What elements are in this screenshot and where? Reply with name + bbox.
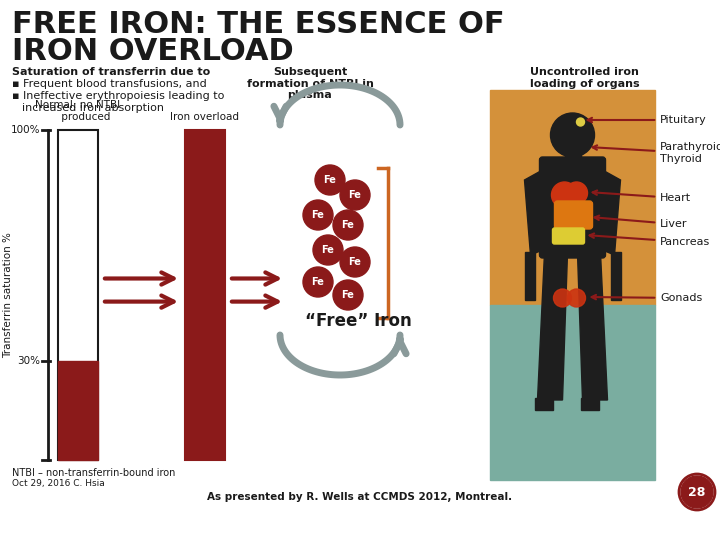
Circle shape	[333, 210, 363, 240]
Text: Subsequent
formation of NTBI in
plasma: Subsequent formation of NTBI in plasma	[246, 67, 374, 100]
Text: Iron overload: Iron overload	[171, 112, 240, 122]
Text: Gonads: Gonads	[592, 293, 702, 303]
Circle shape	[565, 182, 588, 204]
Text: Uncontrolled iron
loading of organs: Uncontrolled iron loading of organs	[530, 67, 639, 89]
Circle shape	[315, 165, 345, 195]
Bar	[580, 398, 598, 410]
Circle shape	[681, 476, 713, 508]
Polygon shape	[538, 253, 567, 400]
Circle shape	[340, 180, 370, 210]
Text: FREE IRON: THE ESSENCE OF: FREE IRON: THE ESSENCE OF	[12, 10, 505, 39]
Text: Fe: Fe	[323, 175, 336, 185]
Circle shape	[340, 247, 370, 277]
Bar	[490, 90, 655, 305]
Text: Fe: Fe	[312, 277, 325, 287]
Circle shape	[554, 289, 572, 307]
Text: Saturation of transferrin due to: Saturation of transferrin due to	[12, 67, 210, 77]
Text: Fe: Fe	[341, 220, 354, 230]
Text: Normal: no NTBI
     produced: Normal: no NTBI produced	[35, 100, 120, 122]
Circle shape	[551, 113, 595, 157]
Text: Fe: Fe	[341, 290, 354, 300]
Circle shape	[567, 289, 585, 307]
Text: “Free” Iron: “Free” Iron	[305, 312, 412, 330]
Polygon shape	[603, 170, 621, 255]
Text: Pituitary: Pituitary	[588, 115, 707, 125]
Text: 100%: 100%	[11, 125, 40, 135]
Text: ▪ Ineffective erythropoiesis leading to: ▪ Ineffective erythropoiesis leading to	[12, 91, 225, 101]
Text: As presented by R. Wells at CCMDS 2012, Montreal.: As presented by R. Wells at CCMDS 2012, …	[207, 492, 513, 502]
Text: Fe: Fe	[322, 245, 334, 255]
Text: IRON OVERLOAD: IRON OVERLOAD	[12, 37, 294, 66]
Bar	[58, 361, 98, 460]
Bar	[564, 136, 580, 160]
Circle shape	[552, 182, 577, 208]
FancyBboxPatch shape	[539, 157, 606, 258]
Text: NTBI – non-transferrin-bound iron: NTBI – non-transferrin-bound iron	[12, 468, 176, 478]
Text: Parathyroid
Thyroid: Parathyroid Thyroid	[593, 142, 720, 164]
Text: ▪ Frequent blood transfusions, and: ▪ Frequent blood transfusions, and	[12, 79, 207, 89]
Bar	[185, 130, 225, 460]
Text: Fe: Fe	[348, 257, 361, 267]
FancyBboxPatch shape	[554, 201, 593, 229]
Bar	[534, 398, 552, 410]
Circle shape	[313, 235, 343, 265]
Text: Transferrin saturation %: Transferrin saturation %	[3, 232, 13, 358]
Circle shape	[303, 267, 333, 297]
Polygon shape	[577, 253, 608, 400]
Bar	[611, 252, 621, 300]
Polygon shape	[524, 170, 542, 255]
Text: 30%: 30%	[17, 356, 40, 366]
Bar	[58, 130, 98, 460]
Bar	[524, 252, 534, 300]
Text: 28: 28	[688, 485, 706, 498]
Text: increased iron absorption: increased iron absorption	[22, 103, 164, 113]
Circle shape	[577, 118, 585, 126]
Text: Pancreas: Pancreas	[590, 233, 710, 247]
Circle shape	[333, 280, 363, 310]
Bar	[490, 305, 655, 480]
Text: Liver: Liver	[595, 215, 688, 229]
Text: Fe: Fe	[312, 210, 325, 220]
Circle shape	[303, 200, 333, 230]
Text: Fe: Fe	[348, 190, 361, 200]
Text: Heart: Heart	[593, 191, 691, 203]
FancyBboxPatch shape	[552, 228, 585, 244]
Text: Oct 29, 2016 C. Hsia: Oct 29, 2016 C. Hsia	[12, 479, 104, 488]
